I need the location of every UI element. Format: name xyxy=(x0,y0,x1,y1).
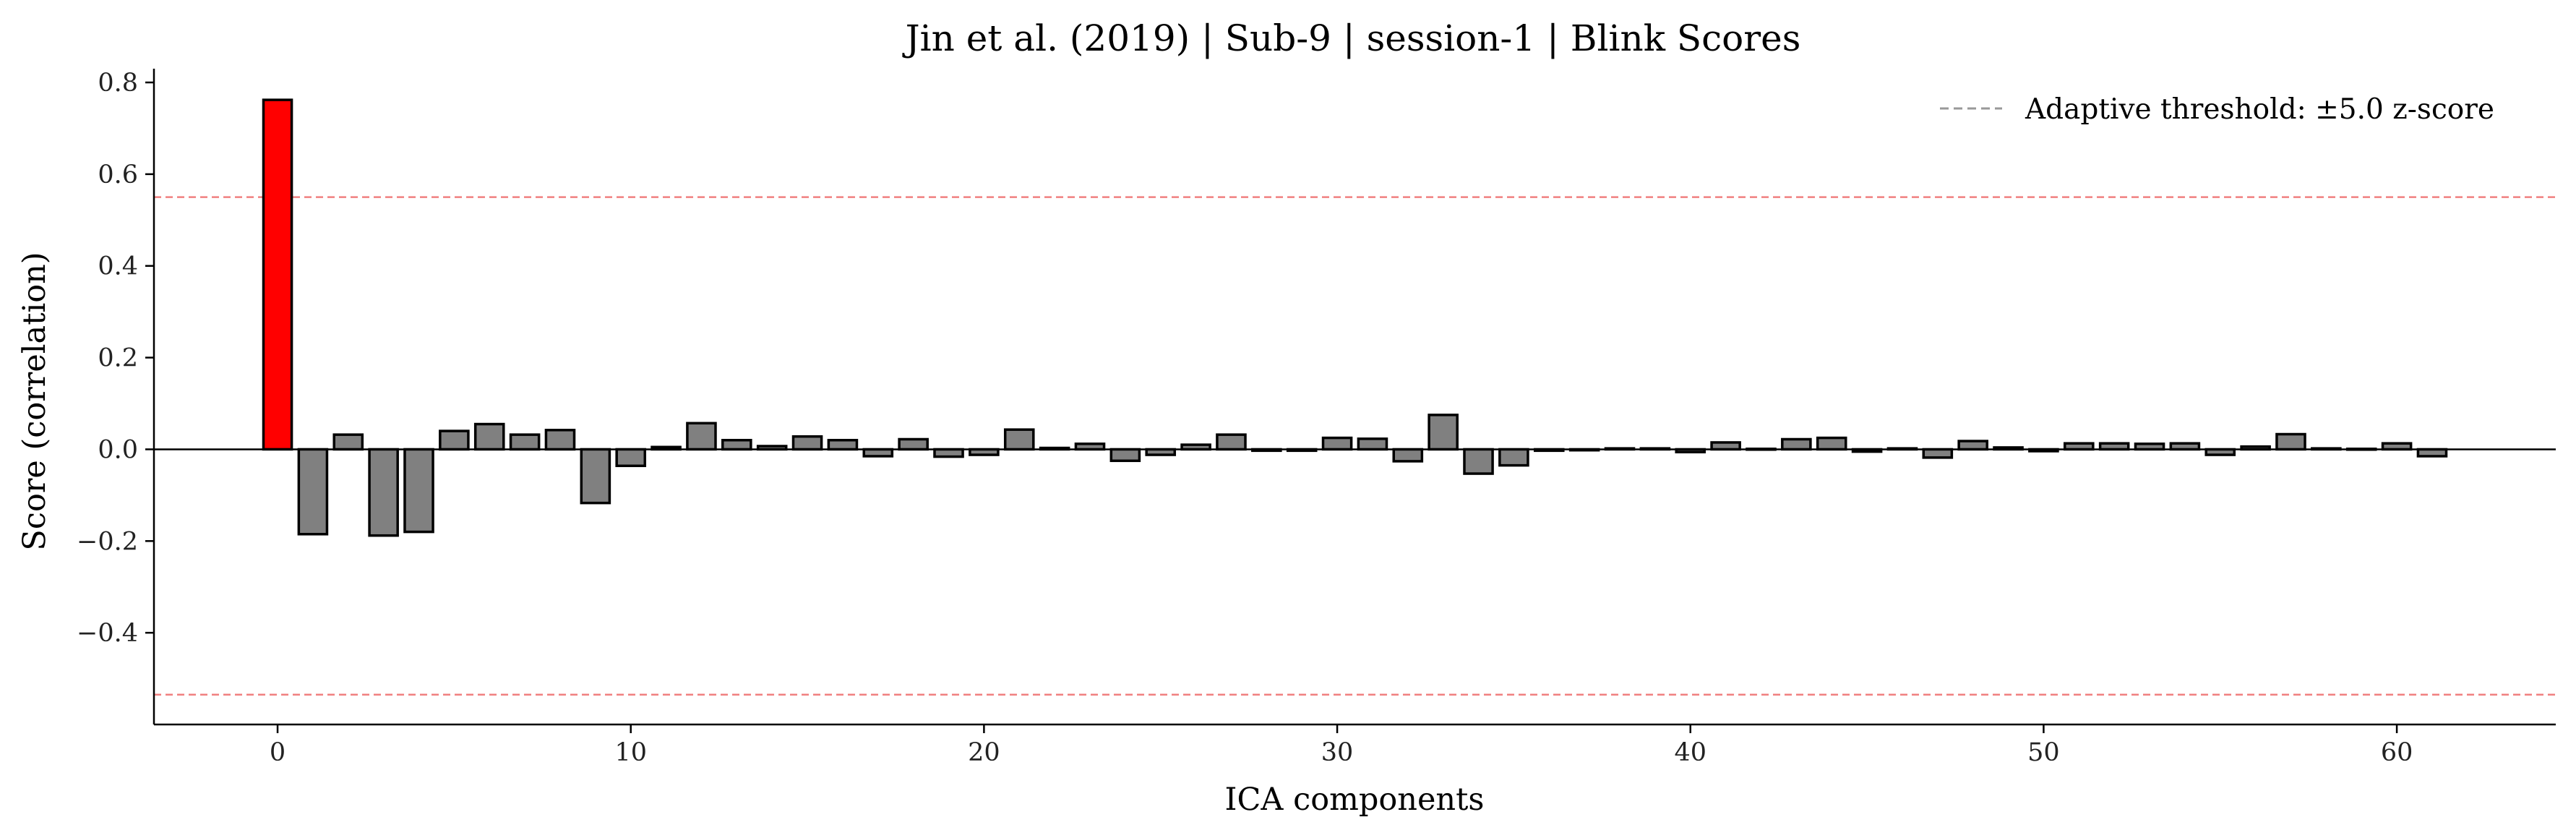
x-tick-label-30: 30 xyxy=(1321,738,1354,767)
bar-component-18 xyxy=(898,437,929,451)
bar-component-12 xyxy=(686,422,717,451)
y-tick-label-5: 0.6 xyxy=(98,161,138,189)
x-tick-label-20: 20 xyxy=(968,738,1000,767)
bar-component-9 xyxy=(580,448,611,505)
bar-component-4 xyxy=(403,448,434,534)
x-tick-label-40: 40 xyxy=(1674,738,1706,767)
x-tick-label-60: 60 xyxy=(2381,738,2413,767)
bar-component-43 xyxy=(1781,437,1812,451)
x-tick-label-50: 50 xyxy=(2027,738,2060,767)
bar-component-3 xyxy=(368,448,399,537)
bar-component-31 xyxy=(1357,437,1388,451)
bar-component-6 xyxy=(473,422,505,451)
y-tick-label-3: 0.2 xyxy=(98,344,138,373)
bar-component-57 xyxy=(2275,432,2306,451)
bar-component-10 xyxy=(615,448,647,468)
bar-component-41 xyxy=(1710,441,1741,451)
bar-component-5 xyxy=(439,429,470,451)
legend: Adaptive threshold: ±5.0 z-score xyxy=(1940,93,2494,126)
bar-component-19 xyxy=(933,448,964,458)
bar-component-33 xyxy=(1427,414,1459,451)
bar-component-27 xyxy=(1216,433,1247,451)
bar-component-47 xyxy=(1922,448,1954,459)
bar-component-35 xyxy=(1498,448,1529,467)
threshold-lines xyxy=(154,196,2556,696)
bar-series xyxy=(262,98,2448,537)
axes: 0 10 20 30 40 50 60 −0.4 −0.2 0.0 0.2 0.4 0.6 0.8 xyxy=(77,69,2556,767)
bar-component-17 xyxy=(862,448,894,458)
bar-component-24 xyxy=(1109,448,1141,463)
y-tick-label-6: 0.8 xyxy=(98,69,138,98)
bar-component-44 xyxy=(1816,436,1847,451)
bar-component-13 xyxy=(721,439,752,451)
bar-component-32 xyxy=(1392,448,1424,463)
y-axis-label: Score (correlation) xyxy=(17,252,53,550)
bar-component-2 xyxy=(332,433,364,451)
legend-threshold-label: Adaptive threshold: ±5.0 z-score xyxy=(2025,93,2494,126)
bar-component-7 xyxy=(509,433,541,451)
bar-component-15 xyxy=(791,435,823,451)
y-tick-label-1: −0.2 xyxy=(77,527,138,556)
chart-title: Jin et al. (2019) | Sub-9 | session-1 | … xyxy=(902,17,1801,59)
bar-component-8 xyxy=(544,429,576,451)
y-tick-label-4: 0.4 xyxy=(98,252,138,281)
bar-component-21 xyxy=(1003,428,1035,451)
bar-component-1 xyxy=(297,448,329,536)
bar-component-16 xyxy=(827,439,859,451)
y-tick-label-0: −0.4 xyxy=(77,619,138,648)
bar-component-30 xyxy=(1321,436,1353,451)
x-tick-label-0: 0 xyxy=(270,738,285,767)
bar-component-61 xyxy=(2416,448,2448,458)
bar-component-48 xyxy=(1957,440,1988,451)
bar-component-0 xyxy=(262,98,293,451)
x-tick-label-10: 10 xyxy=(614,738,647,767)
bar-component-34 xyxy=(1463,448,1494,475)
x-axis-label: ICA components xyxy=(1225,782,1485,818)
y-tick-label-2: 0.0 xyxy=(98,435,138,464)
